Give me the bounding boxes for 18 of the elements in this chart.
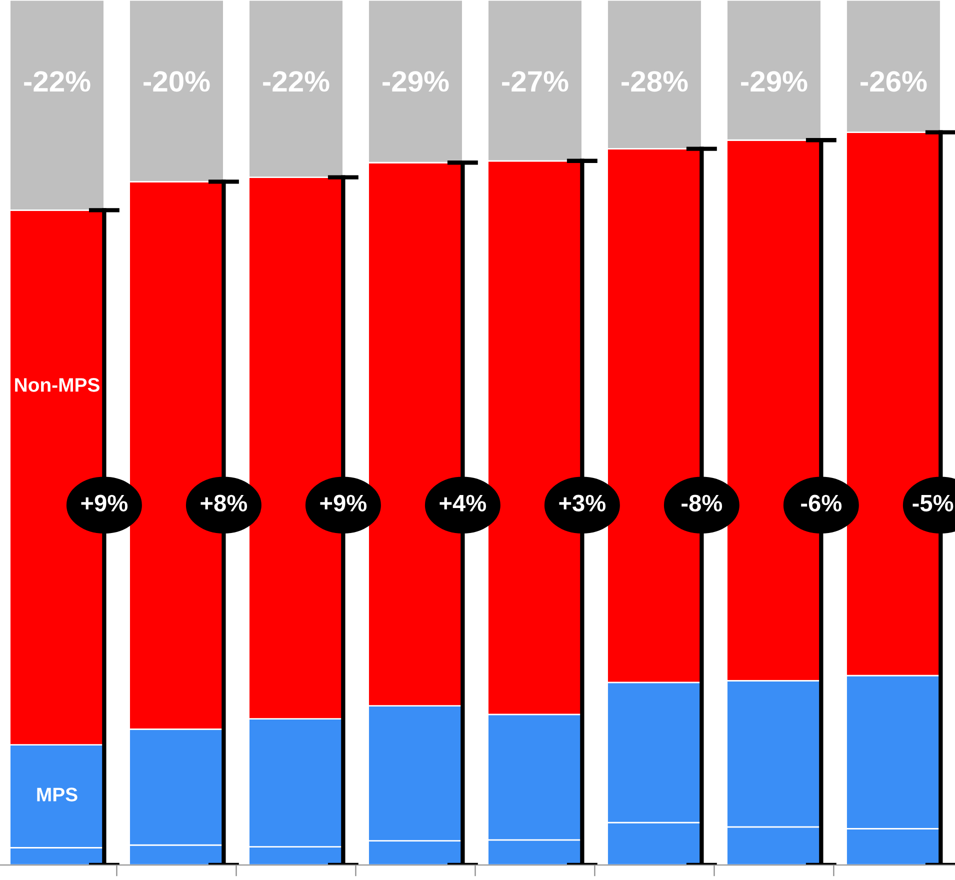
annotation: -20% xyxy=(144,71,210,92)
annotation: -22% xyxy=(263,71,330,92)
annotation: -26% xyxy=(860,71,927,92)
series-label: MPS xyxy=(37,788,78,802)
annotation: +9% xyxy=(320,494,367,512)
annotation: -27% xyxy=(502,71,568,92)
annotation: +3% xyxy=(559,494,606,512)
annotation: -22% xyxy=(24,71,90,92)
annotation: +4% xyxy=(440,494,486,512)
annotation: -6% xyxy=(801,494,842,512)
annotation: -29% xyxy=(382,71,449,92)
annotation: -5% xyxy=(912,494,954,512)
series-label: Non-MPS xyxy=(15,378,100,392)
annotation: -29% xyxy=(741,71,808,92)
annotation: +8% xyxy=(200,494,248,512)
annotation: -8% xyxy=(682,494,722,512)
annotation: +9% xyxy=(81,494,128,512)
annotation: -28% xyxy=(622,71,688,92)
